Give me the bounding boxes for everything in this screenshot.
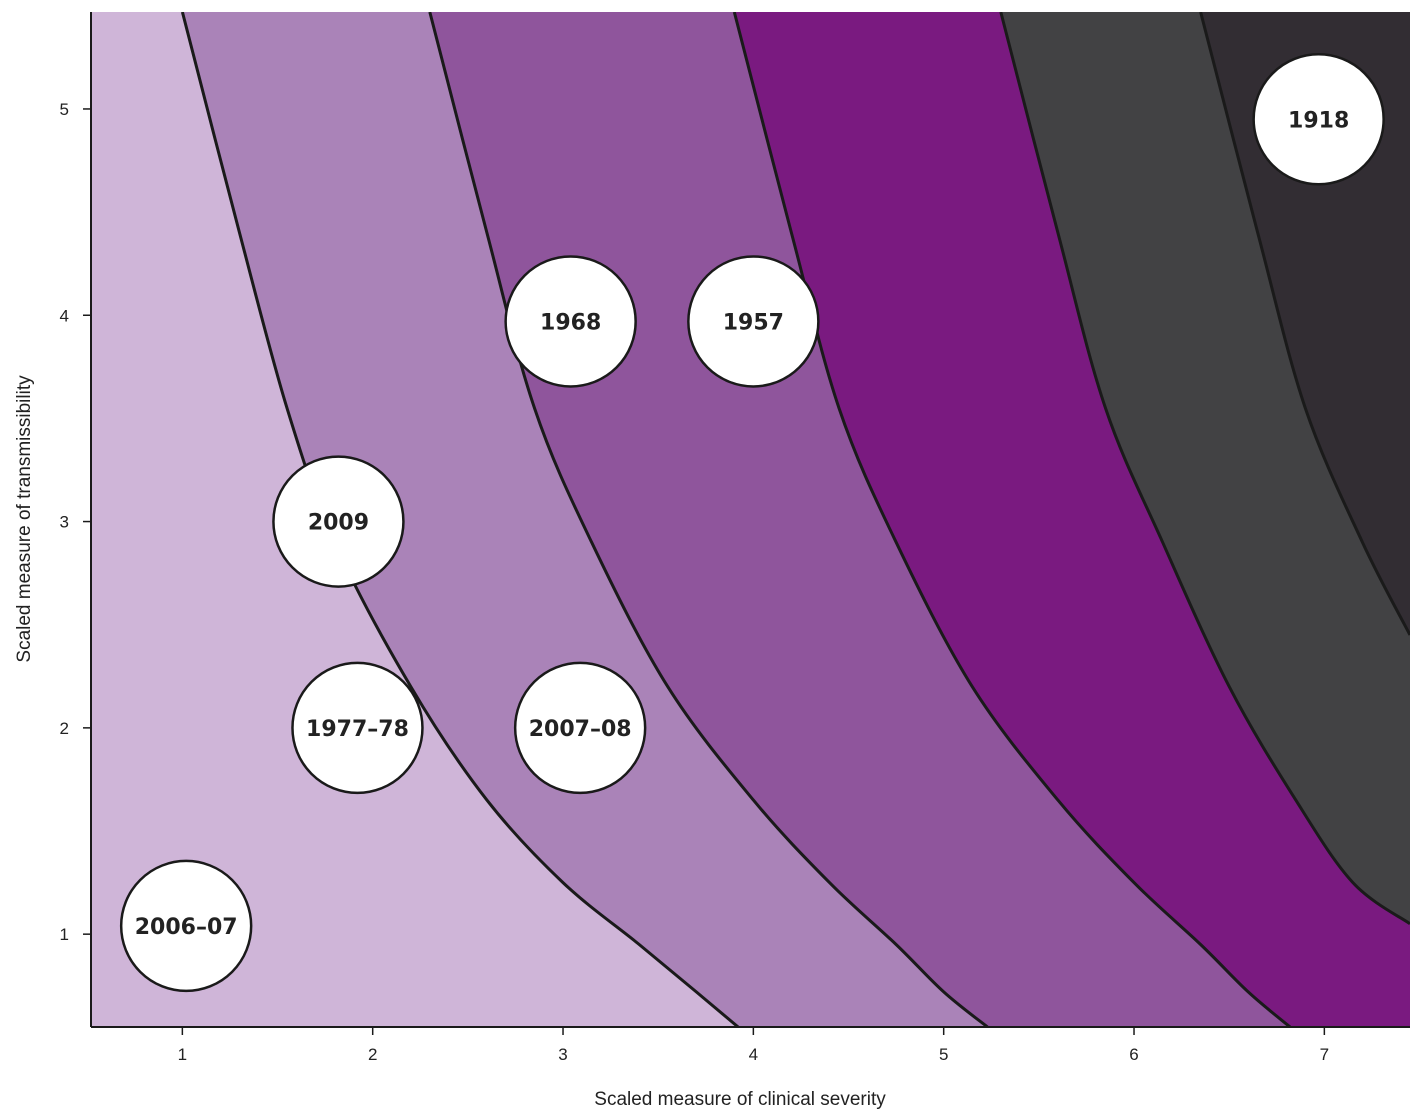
- contour-lines: [180, 12, 1410, 1027]
- data-point-label: 2009: [308, 511, 369, 536]
- contour-line-1: [180, 12, 740, 1027]
- x-tick-label: 2: [368, 1045, 377, 1064]
- data-point: 1918: [1252, 53, 1385, 186]
- x-tick-label: 7: [1320, 1045, 1329, 1064]
- data-point-label: 1968: [540, 310, 601, 335]
- data-point-marker: [513, 661, 647, 795]
- y-tick-label: 2: [60, 719, 69, 738]
- data-point-marker: [291, 661, 424, 795]
- data-point: 2009: [272, 455, 405, 588]
- data-point: 1968: [504, 255, 637, 388]
- data-point: 2007–08: [513, 661, 647, 795]
- axes: 1 2 3 4 5 6 7 1 2 3 4 5: [60, 12, 1410, 1064]
- data-point-marker: [504, 255, 637, 388]
- x-tick-label: 5: [939, 1045, 948, 1064]
- x-axis-title: Scaled measure of clinical severity: [594, 1089, 886, 1110]
- x-tick-label: 4: [749, 1045, 758, 1064]
- data-point-label: 2007–08: [529, 717, 632, 742]
- contour-line-2: [428, 12, 989, 1027]
- data-point-marker: [272, 455, 405, 588]
- data-point: 1957: [687, 255, 820, 388]
- y-tick-label: 1: [60, 925, 69, 944]
- data-points: 2006–07 1977–78 2009 2007–08 1968 1957 1918: [119, 53, 1385, 993]
- y-tick-label: 5: [60, 100, 69, 119]
- x-tick-label: 3: [558, 1045, 567, 1064]
- y-axis-title: Scaled measure of transmissibility: [14, 375, 35, 663]
- data-point-marker: [1252, 53, 1385, 186]
- background-regions: [91, 12, 1410, 1027]
- y-tick-label: 3: [60, 513, 69, 532]
- data-point-label: 1977–78: [306, 717, 409, 742]
- data-point: 2006–07: [119, 859, 253, 993]
- contour-line-4: [999, 12, 1410, 926]
- data-point-marker: [119, 859, 253, 993]
- x-tick-label: 6: [1129, 1045, 1138, 1064]
- y-tick-label: 4: [60, 306, 69, 325]
- data-point: 1977–78: [291, 661, 424, 795]
- contour-line-5: [1199, 12, 1410, 636]
- contour-line-3: [732, 12, 1292, 1027]
- data-point-label: 1957: [723, 310, 784, 335]
- data-point-marker: [687, 255, 820, 388]
- data-point-label: 2006–07: [135, 915, 238, 940]
- x-tick-label: 1: [178, 1045, 187, 1064]
- data-point-label: 1918: [1288, 108, 1349, 133]
